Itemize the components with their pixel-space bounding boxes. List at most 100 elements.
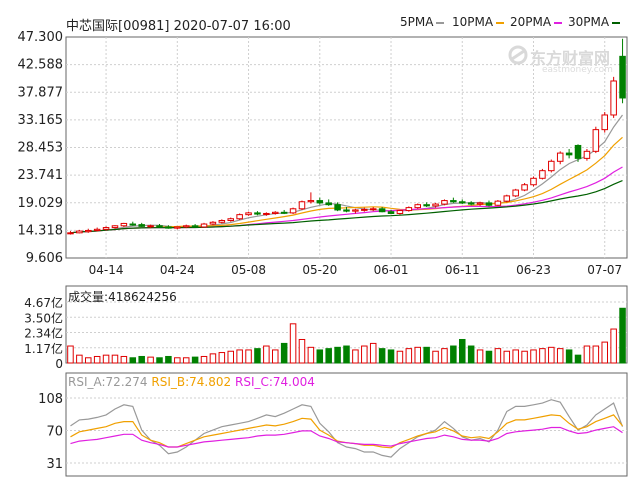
candle — [334, 202, 341, 212]
rsi-c-label: RSI_C: — [234, 375, 273, 389]
candle — [147, 224, 154, 229]
candle — [556, 151, 564, 165]
candle — [325, 199, 332, 206]
candle — [387, 209, 395, 215]
volume-bar — [156, 357, 163, 364]
kline-y-tick: 19.029 — [18, 196, 64, 211]
x-axis-tick: 07-07 — [587, 263, 622, 277]
volume-bar — [361, 345, 368, 364]
rsi-c-value: 74.004 — [272, 375, 315, 389]
candle — [369, 207, 377, 212]
page-title: 中芯国际[00981] 2020-07-07 16:00 — [66, 19, 291, 34]
volume-bar — [610, 328, 617, 364]
kline-y-tick: 28.453 — [18, 141, 64, 156]
volume-bar — [378, 348, 386, 364]
x-axis-tick: 05-08 — [231, 263, 266, 277]
candle — [352, 208, 359, 214]
candle-body — [236, 214, 243, 220]
candle — [165, 225, 172, 229]
candle — [102, 226, 110, 231]
legend-ma5: 5PMA — [400, 15, 445, 29]
volume-bar — [316, 349, 324, 364]
eastmoney-logo-icon — [508, 45, 528, 65]
volume-bar — [467, 345, 475, 364]
candle — [450, 197, 457, 203]
volume-bar — [263, 345, 270, 364]
volume-bar — [120, 355, 128, 364]
candle — [289, 207, 297, 215]
candle-body — [165, 226, 172, 229]
volume-bar — [272, 349, 279, 364]
candle-body — [147, 225, 154, 228]
volume-bar — [138, 355, 145, 364]
candle-body — [316, 200, 324, 204]
candle — [565, 148, 573, 159]
volume-bar — [423, 346, 430, 364]
volume-bar — [209, 353, 217, 364]
volume-bar — [334, 346, 341, 364]
volume-bar — [539, 348, 546, 364]
candle — [539, 168, 546, 180]
candle-body — [343, 209, 350, 212]
candle — [396, 209, 404, 215]
legend-ma5-label: 5PMA — [400, 15, 434, 29]
rsi-c-line — [70, 426, 623, 448]
candle — [459, 199, 466, 205]
volume-bar — [102, 354, 110, 364]
kline-y-tick: 37.877 — [18, 85, 64, 100]
candle-body — [129, 223, 137, 226]
legend-ma10: 10PMA — [452, 15, 505, 29]
candle — [343, 207, 350, 213]
volume-bar — [592, 345, 600, 364]
candle-body — [414, 204, 421, 209]
candle — [521, 182, 528, 192]
volume-bar — [174, 357, 181, 364]
volume-bar — [601, 341, 608, 364]
volume-bar — [387, 349, 395, 364]
volume-bar — [369, 342, 377, 364]
volume-bar — [450, 345, 457, 364]
volume-bar — [485, 350, 493, 364]
kline-y-tick: 14.318 — [18, 223, 64, 238]
volume-bar — [530, 349, 537, 364]
volume-bar — [147, 356, 154, 364]
volume-bar — [574, 354, 582, 364]
candle-body — [254, 212, 261, 215]
candle — [378, 207, 386, 213]
candle — [316, 197, 324, 205]
volume-bar — [67, 345, 74, 364]
volume-bar — [85, 357, 92, 364]
candle — [423, 202, 430, 208]
candle — [191, 224, 199, 228]
candle-body — [280, 211, 288, 214]
volume-y-tick: 4.67亿 — [24, 295, 63, 310]
volume-bar — [289, 323, 297, 364]
candle-body — [539, 170, 546, 179]
volume-bar — [191, 356, 199, 364]
volume-y-tick: 0 — [55, 357, 63, 371]
legend-ma20-swatch — [554, 21, 563, 24]
volume-title: 成交量 — [68, 290, 105, 304]
legend-ma10-label: 10PMA — [452, 15, 494, 29]
volume-bar — [93, 355, 101, 364]
kline-y-tick: 33.165 — [18, 113, 64, 128]
volume-bar — [459, 338, 466, 364]
candle-body — [565, 152, 573, 156]
candle — [503, 194, 511, 203]
volume-bar — [405, 348, 413, 364]
candle — [174, 226, 181, 230]
volume-y-tick: 2.34亿 — [24, 326, 63, 341]
volume-bar — [512, 349, 519, 364]
candle-body — [610, 80, 617, 116]
candle — [85, 228, 92, 233]
candle — [76, 229, 83, 234]
x-axis-tick: 05-20 — [302, 263, 337, 277]
legend-ma10-swatch — [496, 21, 505, 24]
volume-bar — [494, 348, 502, 364]
kline-y-tick: 9.606 — [26, 251, 63, 266]
candle-body — [200, 223, 208, 228]
candle-body — [369, 208, 377, 211]
candle — [156, 224, 163, 228]
candle — [441, 199, 448, 206]
